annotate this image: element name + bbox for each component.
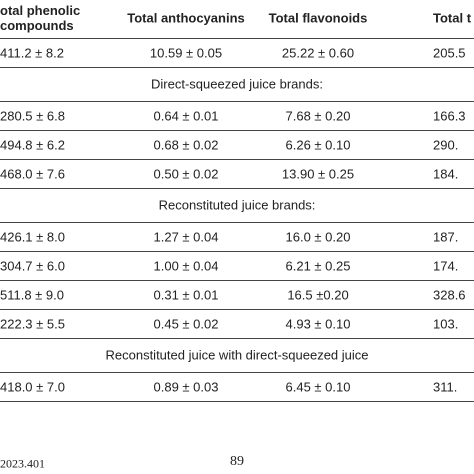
cell: 1.00 ± 0.04 — [153, 258, 219, 273]
cell: 103. — [433, 316, 459, 331]
cell: 6.21 ± 0.25 — [285, 258, 351, 273]
cell: 4.93 ± 0.10 — [285, 316, 351, 331]
rule — [0, 338, 474, 339]
rule — [0, 280, 474, 281]
rule — [0, 188, 474, 189]
rule — [0, 222, 474, 223]
cell: 10.59 ± 0.05 — [149, 45, 223, 60]
cell: 0.31 ± 0.01 — [153, 287, 219, 302]
column-header: Total t — [433, 10, 472, 26]
cell: 16.5 ±0.20 — [287, 287, 349, 302]
rule — [0, 401, 474, 402]
cell: 328.6 — [433, 287, 466, 302]
cell: 304.7 ± 6.0 — [0, 258, 65, 273]
cell: 0.68 ± 0.02 — [153, 137, 219, 152]
cell: 166.3 — [433, 108, 466, 123]
cell: 280.5 ± 6.8 — [0, 108, 65, 123]
cell: 494.8 ± 6.2 — [0, 137, 65, 152]
cell: 6.26 ± 0.10 — [285, 137, 351, 152]
cell: 205.5 — [433, 45, 466, 60]
cell: 6.45 ± 0.10 — [285, 379, 351, 394]
cell: 311. — [433, 379, 458, 394]
cell: 411.2 ± 8.2 — [0, 45, 64, 60]
footer-left: 2023.401 — [0, 456, 45, 471]
rule — [0, 38, 474, 39]
cell: 511.8 ± 9.0 — [0, 287, 64, 302]
cell: 0.89 ± 0.03 — [153, 379, 219, 394]
column-header: Total anthocyanins — [127, 10, 245, 26]
rule — [0, 101, 474, 102]
section-label: Direct-squeezed juice brands: — [151, 76, 323, 92]
cell: 0.50 ± 0.02 — [153, 166, 219, 181]
section-label: Reconstituted juice brands: — [158, 197, 316, 213]
section-label: Reconstituted juice with direct-squeezed… — [105, 347, 369, 363]
cell: 187. — [433, 229, 459, 244]
rule — [0, 159, 474, 160]
cell: 174. — [433, 258, 459, 273]
column-header: Total flavonoids — [268, 10, 368, 26]
cell: 290. — [433, 137, 459, 152]
cell: 25.22 ± 0.60 — [281, 45, 355, 60]
cell: 184. — [433, 166, 459, 181]
column-header: otal phenolic compounds — [0, 3, 81, 33]
cell: 7.68 ± 0.20 — [285, 108, 351, 123]
rule — [0, 251, 474, 252]
cell: 222.3 ± 5.5 — [0, 316, 65, 331]
cell: 418.0 ± 7.0 — [0, 379, 65, 394]
cell: 13.90 ± 0.25 — [281, 166, 355, 181]
cell: 0.45 ± 0.02 — [153, 316, 219, 331]
rule — [0, 309, 474, 310]
cell: 426.1 ± 8.0 — [0, 229, 65, 244]
rule — [0, 372, 474, 373]
page-number: 89 — [230, 454, 244, 469]
rule — [0, 67, 474, 68]
rule — [0, 130, 474, 131]
cell: 16.0 ± 0.20 — [285, 229, 351, 244]
cell: 0.64 ± 0.01 — [153, 108, 219, 123]
cell: 1.27 ± 0.04 — [153, 229, 219, 244]
cell: 468.0 ± 7.6 — [0, 166, 65, 181]
